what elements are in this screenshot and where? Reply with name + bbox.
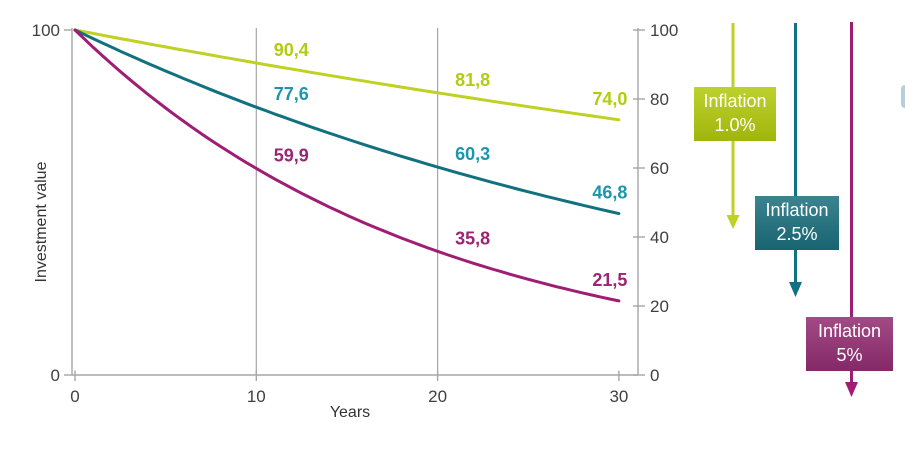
annotation-box-inflation-5: Inflation 5% — [806, 317, 893, 371]
data-label-59-9: 59,9 — [274, 145, 309, 165]
annotation-value: 1.0% — [714, 115, 756, 135]
x-axis-tick-label: 0 — [70, 387, 79, 406]
annotation-box-inflation-1-0: Inflation 1.0% — [694, 87, 776, 141]
x-axis-tick-label: 30 — [609, 387, 628, 406]
annotation-arrow-head-icon — [789, 282, 802, 297]
x-axis-tick-label: 10 — [247, 387, 266, 406]
y-axis-right-tick-label: 40 — [650, 228, 669, 247]
series-line-0 — [73, 28, 621, 122]
annotation-title: Inflation — [817, 321, 882, 342]
data-label-81-8: 81,8 — [455, 70, 490, 90]
series-line-2 — [73, 28, 621, 303]
annotation-arrow-head-icon — [845, 382, 858, 397]
y-axis-right-tick-label: 60 — [650, 159, 669, 178]
data-label-77-6: 77,6 — [274, 84, 309, 104]
series-line-1 — [73, 28, 621, 216]
y-axis-right-tick-label: 0 — [650, 366, 659, 385]
data-label-21-5: 21,5 — [592, 270, 627, 290]
y-axis-right-tick-label: 100 — [650, 21, 678, 40]
x-axis-title: Years — [330, 404, 370, 421]
y-axis-left-tick-label: 100 — [32, 21, 60, 40]
data-label-46-8: 46,8 — [592, 183, 627, 203]
data-label-35-8: 35,8 — [455, 228, 490, 248]
y-axis-right-tick-label: 80 — [650, 90, 669, 109]
x-axis-tick-label: 20 — [428, 387, 447, 406]
y-axis-left-tick-label: 0 — [51, 366, 60, 385]
annotation-value: 2.5% — [776, 224, 818, 244]
annotation-arrow-head-icon — [726, 215, 740, 229]
data-label-90-4: 90,4 — [274, 40, 309, 60]
y-axis-right-tick-label: 20 — [650, 297, 669, 316]
annotation-title: Inflation — [703, 91, 767, 112]
data-label-74-0: 74,0 — [592, 89, 627, 109]
annotation-value: 5% — [836, 345, 863, 365]
cropped-edge-element — [901, 85, 905, 108]
annotation-title: Inflation — [765, 200, 829, 221]
data-label-60-3: 60,3 — [455, 144, 490, 164]
y-axis-title: Investment value — [33, 161, 50, 282]
annotation-box-inflation-2-5: Inflation 2.5% — [755, 196, 839, 250]
